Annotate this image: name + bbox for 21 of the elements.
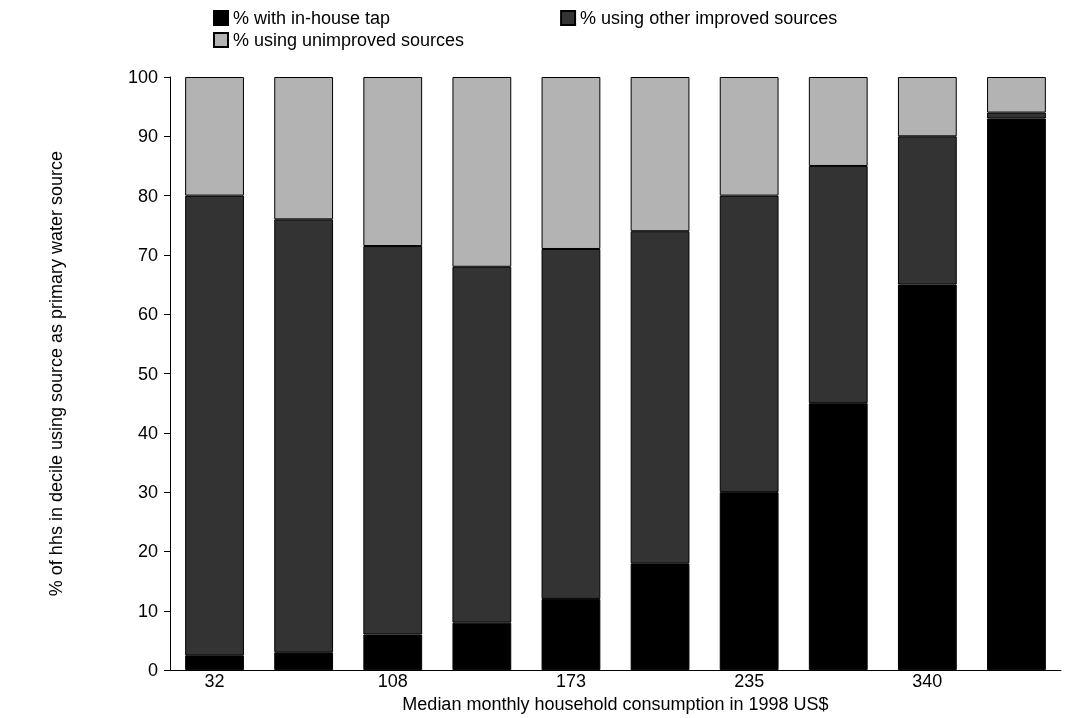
y-tick-label: 0 (147, 660, 158, 681)
y-tick-label: 40 (137, 422, 158, 443)
x-tick-label: 108 (377, 671, 408, 692)
legend-label: % using other improved sources (580, 8, 838, 28)
x-tick-label: 32 (204, 671, 225, 692)
y-tick-label: 70 (137, 244, 158, 265)
y-axis-title: % of hhs in decile using source as primary water source (46, 150, 66, 597)
y-tick-label: 80 (137, 185, 158, 206)
y-tick-label: 90 (137, 126, 158, 147)
y-tick-label: 30 (137, 482, 158, 503)
y-tick-label: 10 (137, 600, 158, 621)
x-tick-label: 173 (555, 671, 586, 692)
legend-label: % with in-house tap (233, 8, 391, 28)
y-tick-label: 100 (127, 67, 158, 87)
y-tick-label: 20 (137, 541, 158, 562)
y-tick-label: 50 (137, 363, 158, 384)
x-axis-title: Median monthly household consumption in 1998 US$ (402, 694, 829, 714)
y-tick-label: 60 (137, 304, 158, 325)
x-tick-label: 235 (734, 671, 765, 692)
x-tick-label: 340 (912, 671, 943, 692)
legend-label: % using unimproved sources (233, 30, 465, 50)
